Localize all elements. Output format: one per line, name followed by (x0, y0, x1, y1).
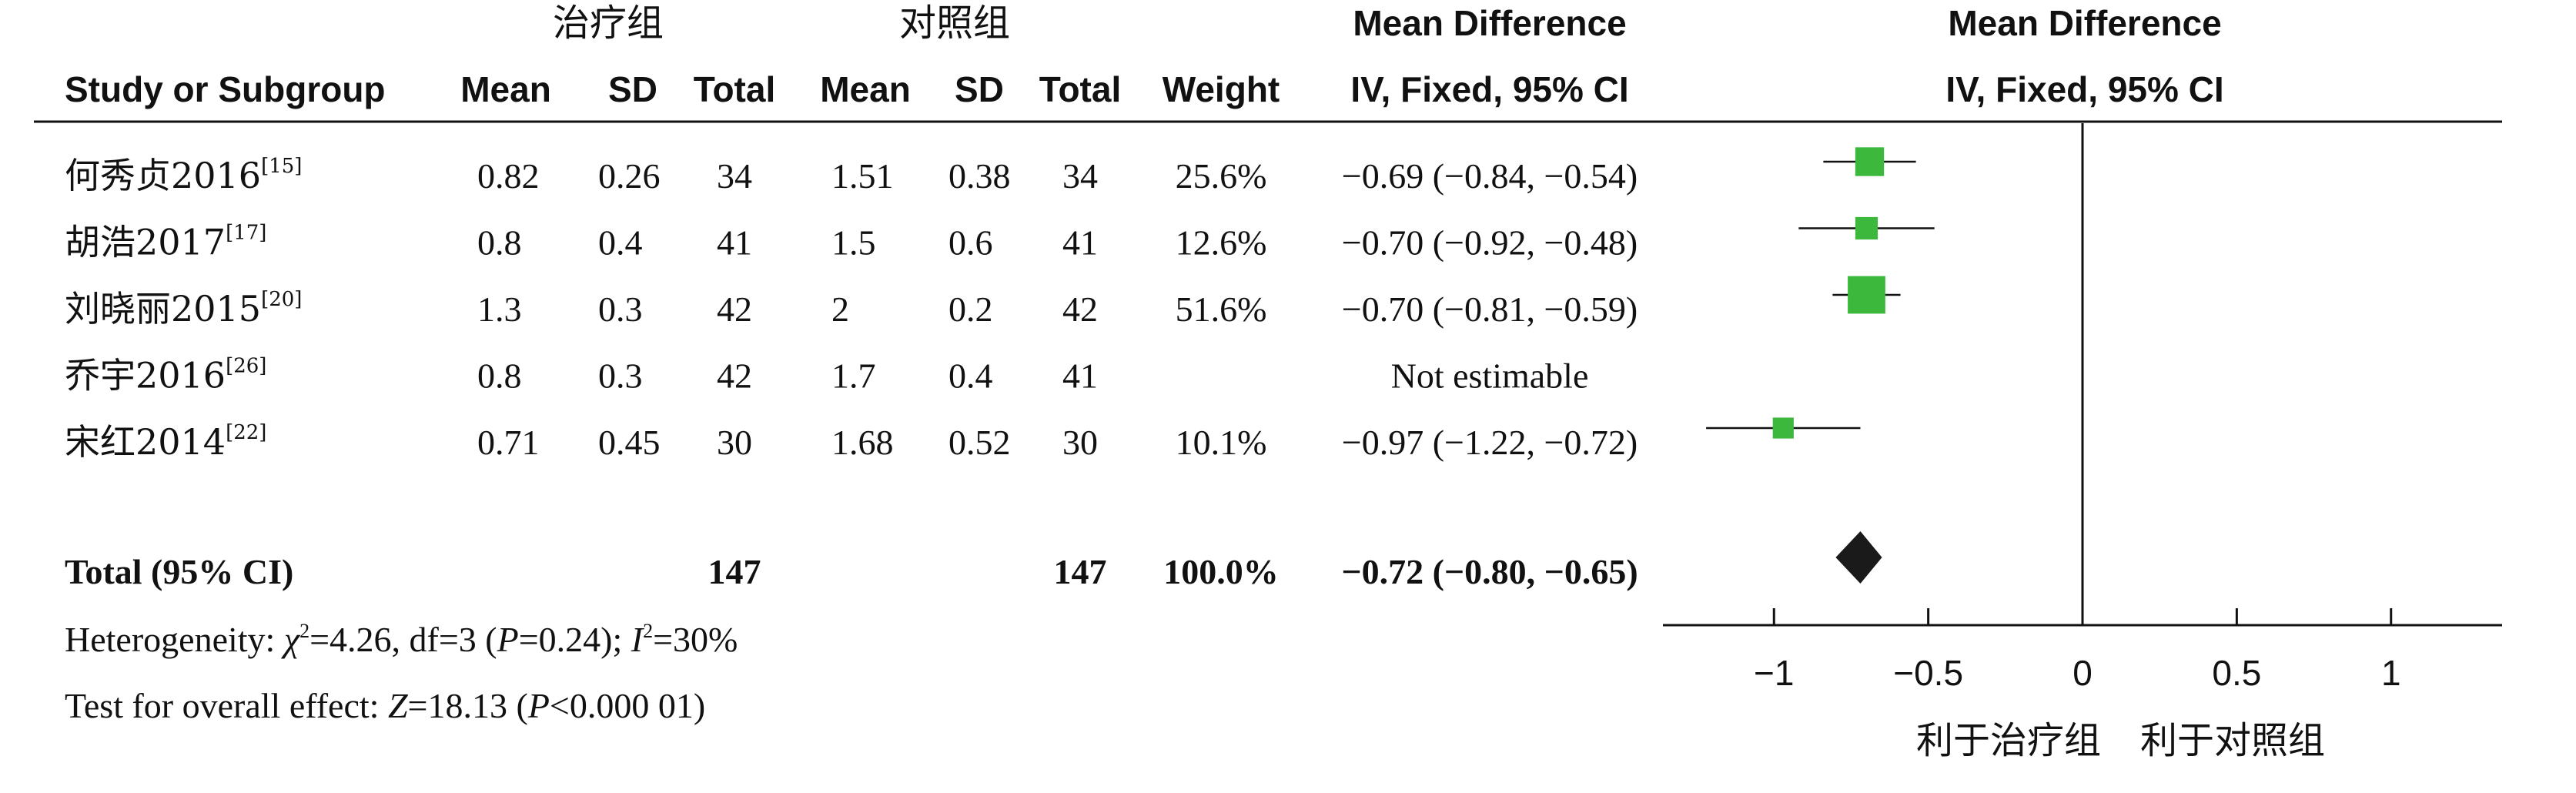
cell-c-mean: 1.5 (831, 223, 876, 263)
favours-left-label: 利于治疗组 (1916, 719, 2101, 762)
cell-c-sd: 0.6 (948, 223, 993, 263)
md-column-title: Mean Difference (1353, 3, 1626, 43)
cell-weight: 10.1% (1176, 423, 1267, 462)
total-weight: 100.0% (1163, 552, 1279, 591)
total-t-total: 147 (708, 552, 761, 591)
favours-right-label: 利于对照组 (2140, 719, 2325, 762)
study-marks (1706, 147, 1935, 439)
cell-t-sd: 0.45 (598, 423, 661, 462)
cell-t-sd: 0.3 (598, 356, 643, 396)
col-c-mean: Mean (820, 69, 911, 109)
study-rows: 何秀贞2016[15] 0.82 0.26 34 1.51 0.38 34 25.6% −0.6… (65, 155, 1638, 463)
cell-c-sd: 0.2 (948, 289, 993, 329)
cell-t-total: 42 (717, 289, 752, 329)
tick-label: −1 (1754, 653, 1794, 693)
study-name: 宋红2014[22] (65, 421, 266, 463)
cell-c-total: 30 (1062, 423, 1098, 462)
cell-t-total: 42 (717, 356, 752, 396)
cell-t-mean: 0.8 (477, 356, 522, 396)
tick-label: 0 (2073, 653, 2093, 693)
cell-t-mean: 0.82 (477, 156, 540, 196)
cell-t-mean: 0.71 (477, 423, 540, 462)
col-t-mean: Mean (460, 69, 551, 109)
cell-ci-text: Not estimable (1391, 356, 1589, 396)
col-t-total: Total (694, 69, 775, 109)
cell-weight: 25.6% (1176, 156, 1267, 196)
table-row: 乔宇2016[26] 0.8 0.3 42 1.7 0.4 41 Not estimable (65, 355, 1588, 396)
heterogeneity-text: Heterogeneity: χ2=4.26, df=3 (P=0.24); I… (65, 620, 738, 659)
study-name: 胡浩2017[17] (65, 222, 266, 263)
cell-t-total: 30 (717, 423, 752, 462)
group-header-treatment: 治疗组 (553, 2, 664, 45)
col-weight: Weight (1163, 69, 1280, 109)
study-name: 刘晓丽2015[20] (65, 288, 302, 330)
cell-c-mean: 2 (831, 289, 849, 329)
cell-c-total: 41 (1062, 223, 1098, 263)
group-header-control: 对照组 (899, 2, 1010, 45)
cell-weight: 12.6% (1176, 223, 1267, 263)
weight-square (1848, 276, 1885, 314)
cell-t-mean: 0.8 (477, 223, 522, 263)
weight-square (1855, 216, 1878, 240)
col-c-sd: SD (955, 69, 1004, 109)
cell-t-sd: 0.26 (598, 156, 661, 196)
cell-c-mean: 1.51 (831, 156, 894, 196)
cell-weight: 51.6% (1176, 289, 1267, 329)
cell-t-total: 41 (717, 223, 752, 263)
col-md-method: IV, Fixed, 95% CI (1350, 69, 1628, 109)
cell-ci-text: −0.97 (−1.22, −0.72) (1342, 423, 1638, 462)
cell-c-total: 41 (1062, 356, 1098, 396)
col-c-total: Total (1039, 69, 1121, 109)
axis-ticks: −1 −0.5 0 0.5 1 (1754, 608, 2401, 693)
col-study: Study or Subgroup (65, 69, 386, 109)
tick-label: 0.5 (2212, 653, 2261, 693)
plot-area: −1 −0.5 0 0.5 1 利于治疗组 利于对照组 (1663, 123, 2502, 762)
total-row: Total (95% CI) 147 147 100.0% −0.72 (−0.… (65, 552, 1638, 591)
cell-c-total: 42 (1062, 289, 1098, 329)
study-name: 何秀贞2016[15] (65, 155, 302, 196)
total-ci: −0.72 (−0.80, −0.65) (1341, 552, 1638, 591)
plot-title: Mean Difference (1948, 3, 2221, 43)
pooled-diamond (1835, 531, 1882, 584)
total-label: Total (95% CI) (65, 552, 293, 591)
table-row: 刘晓丽2015[20] 1.3 0.3 42 2 0.2 42 51.6% −0.70 (−0.… (65, 288, 1638, 330)
study-name: 乔宇2016[26] (65, 355, 266, 396)
cell-t-mean: 1.3 (477, 289, 522, 329)
cell-t-sd: 0.3 (598, 289, 643, 329)
col-t-sd: SD (608, 69, 657, 109)
cell-t-total: 34 (717, 156, 752, 196)
total-c-total: 147 (1054, 552, 1107, 591)
cell-c-sd: 0.52 (948, 423, 1011, 462)
plot-method: IV, Fixed, 95% CI (1945, 69, 2223, 109)
cell-c-sd: 0.4 (948, 356, 993, 396)
table-row: 宋红2014[22] 0.71 0.45 30 1.68 0.52 30 10.1% −0.97… (65, 421, 1638, 463)
weight-square (1772, 417, 1794, 439)
cell-ci-text: −0.69 (−0.84, −0.54) (1342, 156, 1638, 196)
cell-ci-text: −0.70 (−0.92, −0.48) (1342, 223, 1638, 263)
cell-ci-text: −0.70 (−0.81, −0.59) (1342, 289, 1638, 329)
overall-effect-text: Test for overall effect: Z=18.13 (P<0.00… (65, 686, 705, 725)
tick-label: −0.5 (1893, 653, 1963, 693)
table-row: 何秀贞2016[15] 0.82 0.26 34 1.51 0.38 34 25.6% −0.6… (65, 155, 1638, 196)
cell-c-total: 34 (1062, 156, 1098, 196)
cell-c-mean: 1.68 (831, 423, 894, 462)
cell-c-sd: 0.38 (948, 156, 1011, 196)
weight-square (1855, 147, 1885, 176)
tick-label: 1 (2381, 653, 2401, 693)
cell-c-mean: 1.7 (831, 356, 876, 396)
table-row: 胡浩2017[17] 0.8 0.4 41 1.5 0.6 41 12.6% −0.70 (−0… (65, 222, 1638, 263)
cell-t-sd: 0.4 (598, 223, 643, 263)
